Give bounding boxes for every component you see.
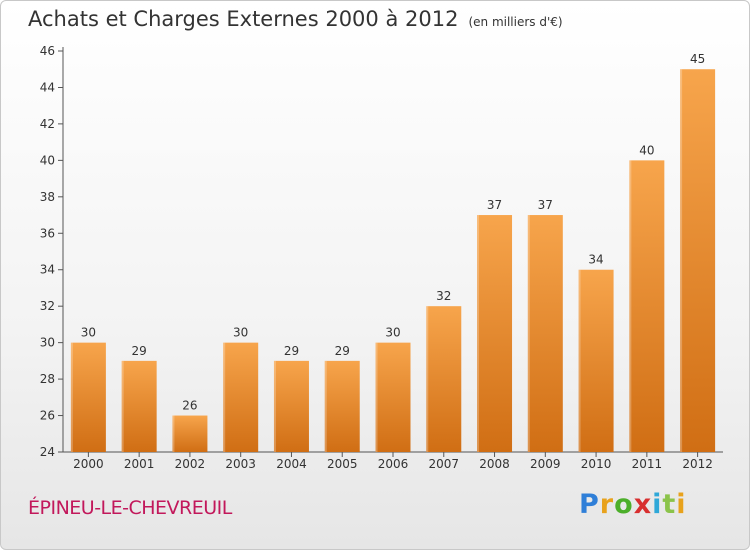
data-label: 34: [588, 253, 603, 267]
chart-title: Achats et Charges Externes 2000 à 2012 (e…: [28, 7, 563, 31]
bar: [172, 415, 208, 452]
bar-highlight: [223, 342, 226, 452]
proxiti-logo: Proxiti: [579, 489, 687, 520]
bar-highlight: [273, 360, 276, 452]
y-tick-label: 28: [40, 372, 55, 386]
bar-highlight: [629, 160, 632, 452]
x-tick-label: 2001: [124, 457, 155, 471]
bar-highlight: [121, 360, 124, 452]
data-label: 30: [81, 326, 96, 340]
bar-highlight: [527, 215, 530, 452]
x-tick-label: 2002: [175, 457, 206, 471]
bar-highlight: [172, 415, 175, 452]
bar-highlight: [477, 215, 480, 452]
bar: [578, 269, 614, 452]
y-tick-label: 32: [40, 299, 55, 313]
data-label: 29: [132, 344, 147, 358]
data-label: 30: [233, 326, 248, 340]
data-label: 45: [690, 52, 705, 66]
data-label: 26: [182, 399, 197, 413]
logo-letter: i: [676, 489, 687, 520]
chart-unit: (en milliers d'€): [468, 15, 563, 29]
logo-letter: r: [599, 489, 615, 520]
x-tick-label: 2008: [479, 457, 510, 471]
bar: [324, 360, 360, 452]
y-tick-label: 36: [40, 226, 55, 240]
x-tick-label: 2006: [378, 457, 409, 471]
data-label: 37: [538, 198, 553, 212]
x-tick-label: 2007: [428, 457, 459, 471]
bar: [121, 360, 157, 452]
bar: [680, 69, 716, 453]
bar-highlight: [375, 342, 378, 452]
y-tick-label: 46: [40, 44, 55, 58]
bar: [527, 215, 563, 452]
data-label: 29: [284, 344, 299, 358]
logo-letter: i: [652, 489, 663, 520]
x-tick-label: 2003: [225, 457, 256, 471]
bar: [426, 306, 462, 452]
x-tick-label: 2012: [682, 457, 713, 471]
bar: [629, 160, 665, 452]
chart-title-text: Achats et Charges Externes 2000 à 2012: [28, 7, 459, 31]
data-label: 32: [436, 289, 451, 303]
data-label: 29: [335, 344, 350, 358]
x-tick-label: 2009: [530, 457, 561, 471]
bar: [70, 342, 106, 452]
y-tick-label: 34: [40, 263, 55, 277]
y-tick-label: 30: [40, 336, 55, 350]
logo-letter: t: [662, 489, 677, 520]
data-label: 37: [487, 198, 502, 212]
data-label: 40: [639, 143, 654, 157]
place-name: ÉPINEU-LE-CHEVREUIL: [28, 497, 232, 519]
data-label: 30: [385, 326, 400, 340]
bar-highlight: [70, 342, 73, 452]
x-tick-label: 2010: [581, 457, 612, 471]
logo-letter: P: [579, 489, 600, 520]
bar: [375, 342, 411, 452]
logo-letter: o: [614, 489, 634, 520]
y-tick-label: 40: [40, 153, 55, 167]
bar-highlight: [578, 269, 581, 452]
y-tick-label: 44: [40, 80, 55, 94]
y-tick-label: 42: [40, 117, 55, 131]
bar-highlight: [324, 360, 327, 452]
y-tick-label: 24: [40, 445, 55, 459]
x-tick-label: 2000: [73, 457, 104, 471]
bar-highlight: [426, 306, 429, 452]
logo-letter: x: [633, 489, 653, 520]
bar: [477, 215, 513, 452]
x-tick-label: 2004: [276, 457, 307, 471]
bar: [223, 342, 259, 452]
bar-highlight: [680, 69, 683, 453]
bar: [273, 360, 309, 452]
x-tick-label: 2011: [632, 457, 663, 471]
y-tick-label: 26: [40, 409, 55, 423]
x-tick-label: 2005: [327, 457, 358, 471]
y-tick-label: 38: [40, 190, 55, 204]
